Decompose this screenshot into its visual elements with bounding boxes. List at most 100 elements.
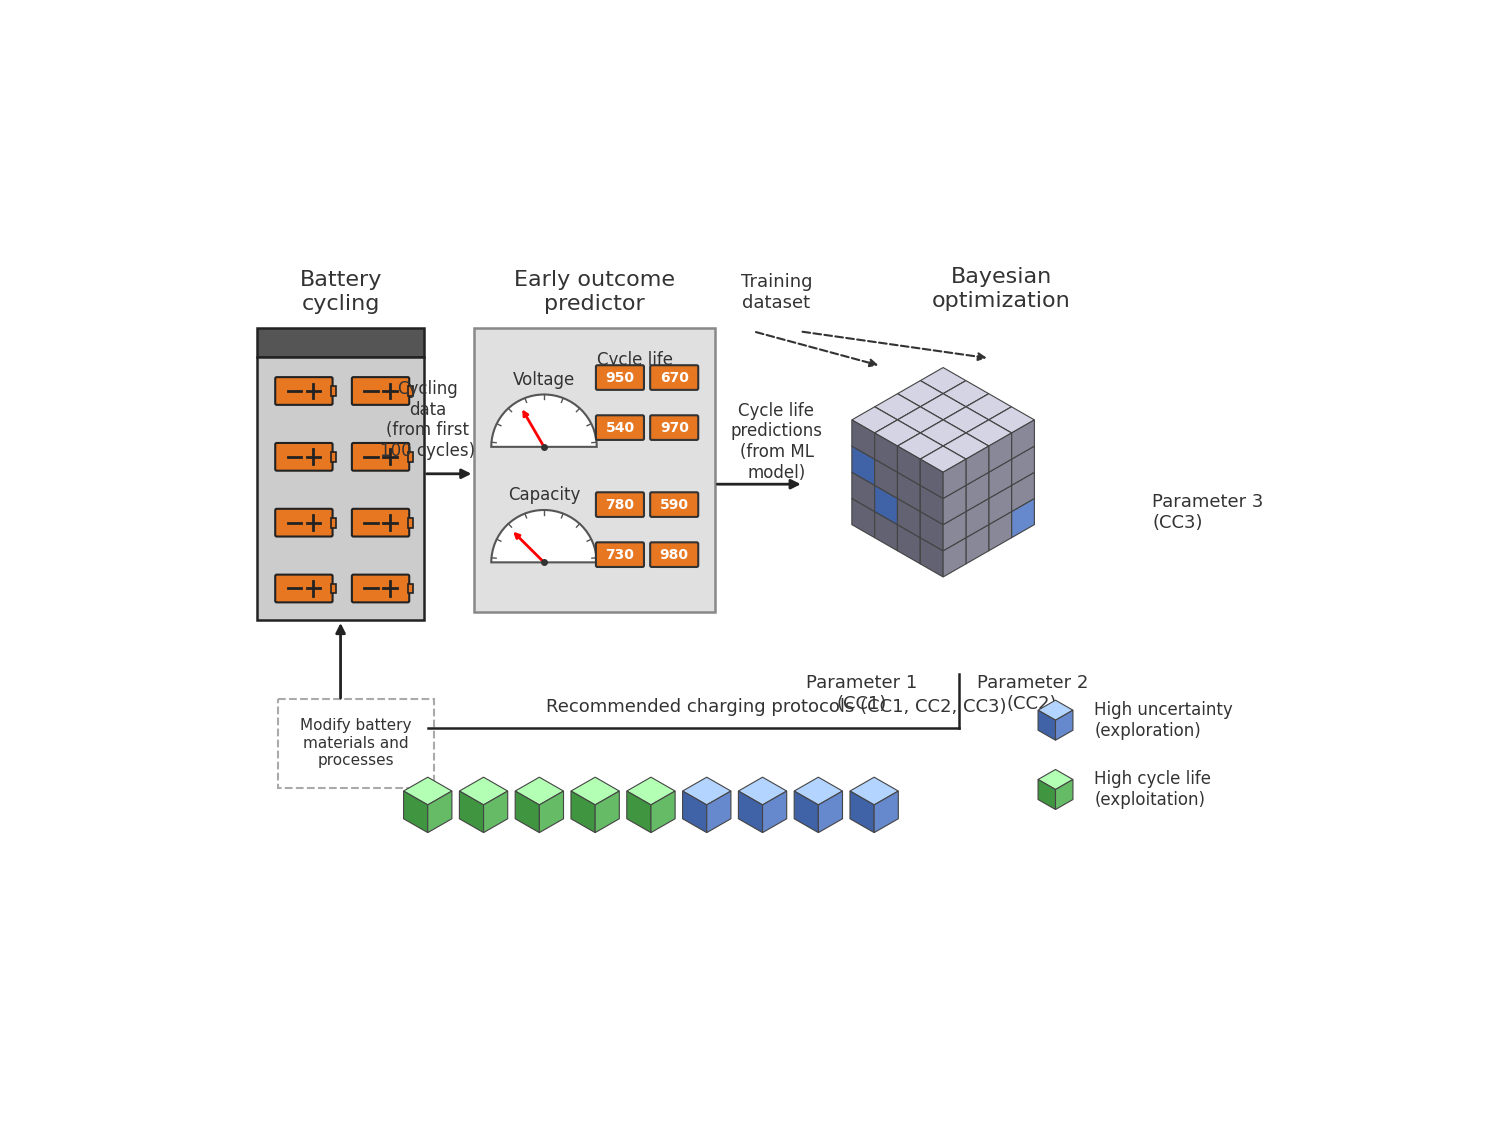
Polygon shape bbox=[897, 485, 944, 512]
Polygon shape bbox=[944, 447, 966, 485]
Polygon shape bbox=[819, 791, 843, 832]
Polygon shape bbox=[459, 791, 483, 832]
Polygon shape bbox=[874, 420, 897, 459]
Polygon shape bbox=[921, 472, 944, 512]
Polygon shape bbox=[1056, 710, 1072, 740]
Polygon shape bbox=[966, 420, 1011, 447]
Polygon shape bbox=[921, 485, 944, 524]
Polygon shape bbox=[921, 472, 966, 498]
Polygon shape bbox=[921, 368, 966, 394]
Polygon shape bbox=[897, 447, 921, 485]
Polygon shape bbox=[966, 485, 988, 524]
Polygon shape bbox=[988, 512, 1011, 551]
Polygon shape bbox=[852, 420, 874, 459]
Polygon shape bbox=[966, 498, 1011, 524]
Polygon shape bbox=[921, 472, 966, 498]
Polygon shape bbox=[897, 459, 944, 485]
Polygon shape bbox=[988, 485, 1035, 512]
Polygon shape bbox=[944, 459, 966, 498]
Polygon shape bbox=[944, 498, 966, 538]
Text: 670: 670 bbox=[660, 370, 688, 385]
Polygon shape bbox=[921, 472, 966, 498]
Polygon shape bbox=[966, 459, 988, 498]
Polygon shape bbox=[966, 459, 988, 498]
Polygon shape bbox=[921, 407, 944, 447]
Polygon shape bbox=[852, 433, 897, 459]
Polygon shape bbox=[874, 447, 921, 472]
Polygon shape bbox=[966, 472, 1011, 498]
Polygon shape bbox=[404, 777, 451, 804]
Polygon shape bbox=[897, 433, 944, 459]
Polygon shape bbox=[966, 472, 1011, 498]
Polygon shape bbox=[921, 447, 944, 485]
FancyBboxPatch shape bbox=[650, 366, 698, 390]
Polygon shape bbox=[897, 485, 944, 512]
Polygon shape bbox=[966, 498, 988, 538]
Polygon shape bbox=[921, 538, 944, 577]
Polygon shape bbox=[966, 472, 988, 512]
FancyBboxPatch shape bbox=[274, 443, 333, 470]
Polygon shape bbox=[944, 447, 966, 485]
Text: 980: 980 bbox=[660, 548, 688, 561]
Polygon shape bbox=[897, 524, 921, 564]
Polygon shape bbox=[897, 459, 944, 485]
Polygon shape bbox=[874, 433, 897, 472]
Polygon shape bbox=[897, 472, 921, 512]
Polygon shape bbox=[921, 420, 966, 447]
Polygon shape bbox=[921, 407, 944, 447]
Polygon shape bbox=[988, 433, 1011, 472]
Text: 780: 780 bbox=[606, 497, 634, 512]
Polygon shape bbox=[897, 459, 921, 498]
Polygon shape bbox=[651, 791, 675, 832]
Polygon shape bbox=[921, 394, 966, 420]
Text: Parameter 1
(CC1): Parameter 1 (CC1) bbox=[806, 674, 918, 713]
Polygon shape bbox=[897, 512, 921, 551]
FancyBboxPatch shape bbox=[352, 443, 410, 470]
Bar bbox=[332, 386, 336, 396]
Polygon shape bbox=[944, 472, 966, 512]
Polygon shape bbox=[921, 380, 944, 420]
Polygon shape bbox=[874, 512, 897, 551]
Polygon shape bbox=[627, 777, 675, 804]
Polygon shape bbox=[921, 420, 944, 459]
Polygon shape bbox=[852, 485, 897, 512]
Polygon shape bbox=[1011, 420, 1035, 459]
Polygon shape bbox=[921, 498, 966, 524]
Bar bbox=[408, 518, 413, 528]
Bar bbox=[258, 327, 424, 357]
Polygon shape bbox=[944, 380, 988, 407]
Polygon shape bbox=[483, 791, 507, 832]
Polygon shape bbox=[762, 791, 786, 832]
Polygon shape bbox=[897, 433, 921, 472]
Polygon shape bbox=[944, 485, 988, 512]
Polygon shape bbox=[874, 472, 921, 498]
Polygon shape bbox=[988, 485, 1011, 524]
Polygon shape bbox=[874, 498, 897, 538]
Polygon shape bbox=[897, 394, 921, 433]
Polygon shape bbox=[944, 433, 966, 472]
Polygon shape bbox=[459, 777, 507, 804]
Polygon shape bbox=[572, 791, 596, 832]
Polygon shape bbox=[874, 447, 897, 485]
Polygon shape bbox=[874, 498, 921, 524]
Polygon shape bbox=[794, 791, 819, 832]
Polygon shape bbox=[988, 407, 1011, 447]
Polygon shape bbox=[897, 447, 921, 485]
Bar bbox=[332, 518, 336, 528]
Polygon shape bbox=[1011, 498, 1035, 538]
Polygon shape bbox=[944, 459, 966, 498]
Polygon shape bbox=[874, 459, 897, 498]
Polygon shape bbox=[988, 485, 1011, 524]
Polygon shape bbox=[966, 447, 988, 485]
Polygon shape bbox=[850, 777, 898, 804]
Polygon shape bbox=[944, 512, 966, 551]
Polygon shape bbox=[966, 407, 988, 447]
Polygon shape bbox=[874, 447, 921, 472]
Polygon shape bbox=[921, 459, 944, 498]
Bar bbox=[408, 386, 413, 396]
Polygon shape bbox=[897, 433, 944, 459]
Polygon shape bbox=[921, 420, 944, 459]
Polygon shape bbox=[988, 459, 1011, 498]
Text: Recommended charging protocols (CC1, CC2, CC3): Recommended charging protocols (CC1, CC2… bbox=[546, 699, 1006, 717]
Polygon shape bbox=[944, 472, 966, 512]
